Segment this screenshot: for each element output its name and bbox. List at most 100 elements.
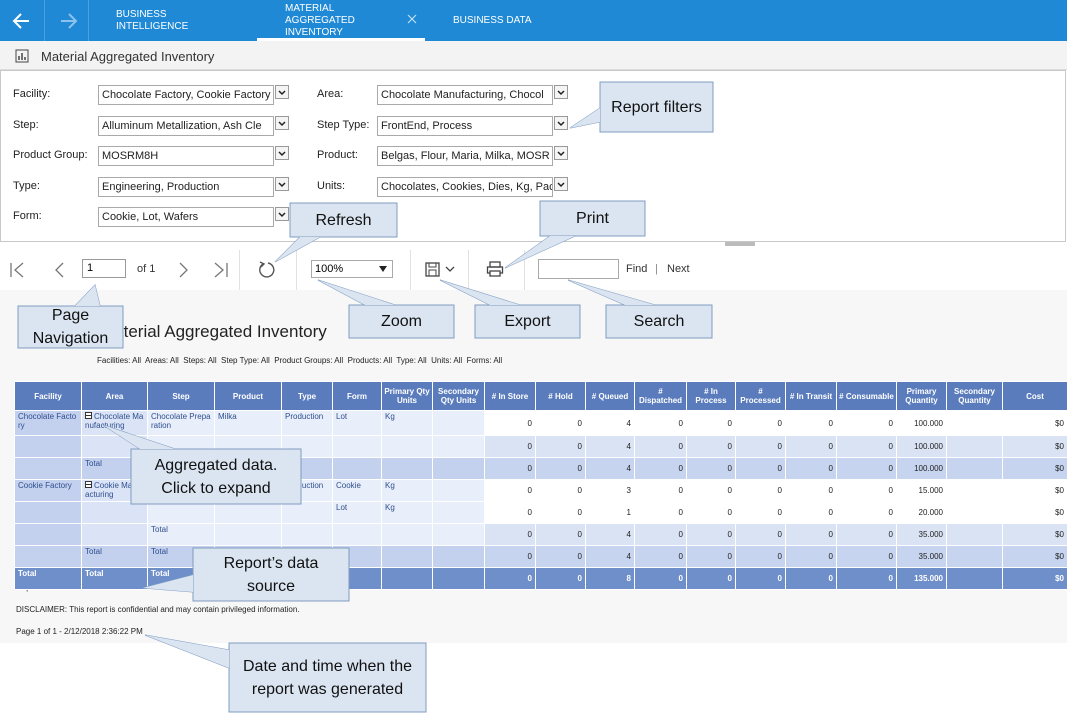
expand-toggle[interactable]: [85, 412, 92, 419]
filter-dropdown[interactable]: [554, 85, 568, 99]
filter-input[interactable]: Engineering, Production: [98, 176, 274, 197]
filter-input[interactable]: FrontEnd, Process: [377, 115, 553, 136]
value-cell: 0: [735, 501, 786, 524]
dimension-cell: [81, 501, 148, 524]
cell-text: 4: [626, 464, 631, 473]
dimension-cell: [14, 523, 82, 546]
callout-text: Search: [633, 313, 685, 330]
separator: [410, 250, 411, 290]
expand-toggle[interactable]: [85, 481, 92, 488]
filter-dropdown[interactable]: [275, 146, 289, 160]
filter-input[interactable]: MOSRM8H: [98, 146, 274, 166]
column-header: Secondary Qty Units: [432, 381, 485, 411]
value-cell: 0: [735, 567, 786, 590]
find-button[interactable]: Find: [626, 263, 648, 275]
value-cell: 0: [686, 523, 736, 546]
value-cell: 0: [785, 545, 837, 568]
table-row: Total Total 0 0 4 0 0 0 0 0 35.000 $0: [14, 545, 1067, 568]
back-button[interactable]: [12, 11, 32, 31]
cell-text: $0: [1055, 464, 1064, 473]
cell-text: 100.000: [914, 442, 943, 451]
separator: [468, 250, 469, 290]
filter-panel: Facility: Chocolate Factory, Cookie Facto…: [0, 70, 1066, 242]
cell-text: Chocolate Factory: [18, 412, 77, 430]
zoom-select[interactable]: 100%: [311, 260, 393, 278]
refresh-button[interactable]: [257, 260, 277, 280]
page-count: of 1: [137, 263, 156, 275]
collapse-handle[interactable]: [725, 242, 755, 246]
cell-text: 0: [828, 464, 833, 473]
cell-text: 0: [527, 552, 532, 561]
value-cell: $0: [1002, 545, 1067, 568]
cell-text: Cookie: [336, 481, 361, 490]
tab[interactable]: BUSINESS DATA: [425, 0, 555, 41]
cell-text: 0: [577, 486, 582, 495]
value-cell: 0: [535, 410, 586, 436]
search-input[interactable]: [538, 259, 619, 279]
next-button[interactable]: Next: [667, 263, 690, 275]
filter-dropdown[interactable]: [554, 146, 568, 160]
value-cell: 35.000: [896, 545, 947, 568]
filter-dropdown[interactable]: [554, 176, 568, 191]
dimension-cell: Kg: [381, 501, 433, 524]
export-button[interactable]: [424, 261, 460, 279]
callout-text: Aggregated data. Click to expand: [154, 456, 278, 497]
print-button[interactable]: [486, 260, 504, 278]
tab[interactable]: BUSINESS INTELLIGENCE: [88, 0, 257, 41]
page-input[interactable]: 1: [82, 259, 126, 278]
dimension-cell: Lot: [332, 501, 382, 524]
value-cell: 0: [686, 501, 736, 524]
cell-text: 0: [777, 418, 782, 428]
filter-input[interactable]: Cookie, Lot, Wafers: [98, 207, 274, 227]
filter-dropdown[interactable]: [275, 115, 289, 130]
value-cell: 4: [585, 457, 635, 480]
cell-text: $0: [1055, 508, 1064, 517]
value-cell: 100.000: [896, 435, 947, 458]
cell-text: Kg: [385, 481, 395, 490]
tab-close[interactable]: [407, 14, 417, 24]
cell-text: Kg: [385, 412, 395, 421]
value-cell: 0: [785, 410, 837, 436]
filter-input[interactable]: Belgas, Flour, Maria, Milka, MOSR: [377, 146, 553, 166]
value-cell: [946, 567, 1003, 590]
dimension-cell: Kg: [381, 410, 433, 436]
dimension-cell: [432, 410, 485, 436]
cell-text: 0: [678, 552, 683, 561]
value-cell: $0: [1002, 457, 1067, 480]
dropdown-arrow: [379, 266, 387, 272]
filter-input[interactable]: Chocolate Manufacturing, Chocol: [377, 85, 553, 105]
value-cell: 0: [686, 457, 736, 480]
value-cell: 0: [634, 457, 687, 480]
top-bar: BUSINESS INTELLIGENCE MATERIAL AGGREGATED…: [0, 0, 1067, 41]
cell-text: 0: [527, 574, 532, 583]
callout-text: Report’s data source: [223, 554, 319, 595]
dimension-cell: Total: [81, 545, 148, 568]
dimension-cell: [432, 435, 485, 458]
tab[interactable]: MATERIAL AGGREGATED INVENTORY: [257, 0, 425, 41]
dimension-cell: Chocolate Preparation: [147, 410, 215, 436]
value-cell: $0: [1002, 567, 1067, 590]
dimension-cell: [432, 501, 485, 524]
value-cell: 0: [634, 567, 687, 590]
dimension-cell: [381, 457, 433, 480]
cell-text: 15.000: [918, 486, 943, 495]
filter-dropdown[interactable]: [275, 207, 289, 221]
filter-dropdown[interactable]: [554, 115, 568, 130]
cell-text: Total: [151, 569, 170, 578]
filter-input[interactable]: Alluminum Metallization, Ash Cle: [98, 115, 274, 136]
chevron: [557, 181, 565, 187]
filter-label: Facility:: [13, 88, 51, 100]
cell-text: 0: [888, 418, 893, 428]
value-cell: 100.000: [896, 410, 947, 436]
cell-text: 0: [888, 442, 893, 451]
tab-label: BUSINESS INTELLIGENCE: [116, 8, 189, 32]
page-navigation-icons[interactable]: [8, 260, 228, 280]
filter-dropdown[interactable]: [275, 85, 289, 99]
filter-input[interactable]: Chocolates, Cookies, Dies, Kg, Pac: [377, 176, 553, 197]
forward-button[interactable]: [58, 11, 78, 31]
chevron: [278, 90, 286, 96]
value-cell: 4: [585, 410, 635, 436]
filter-input[interactable]: Chocolate Factory, Cookie Factory: [98, 85, 274, 105]
report-icon: [15, 49, 29, 63]
filter-dropdown[interactable]: [275, 176, 289, 191]
